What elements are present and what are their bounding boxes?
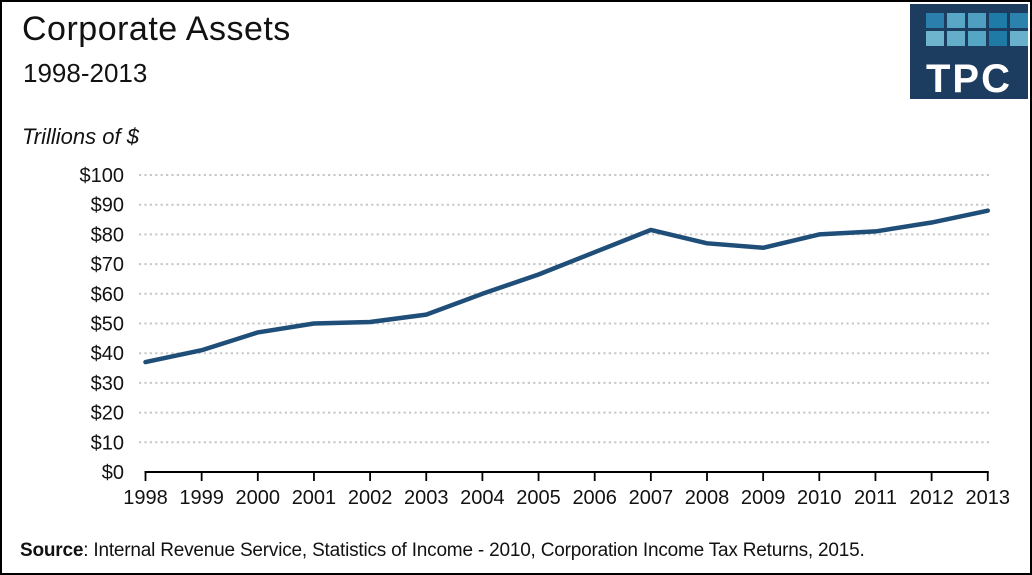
x-axis-label: 2012 [909, 487, 954, 509]
y-axis-label: $50 [91, 314, 124, 336]
logo-square [947, 31, 965, 46]
logo-square-row [926, 13, 1028, 28]
x-axis-label: 2006 [572, 487, 617, 509]
x-axis-label: 2010 [797, 487, 842, 509]
logo-square [1010, 31, 1028, 46]
source-label: Source [20, 540, 84, 561]
y-axis-label: $40 [91, 343, 124, 365]
y-axis-label: $0 [102, 462, 124, 484]
y-axis-label: $80 [91, 224, 124, 246]
y-axis-label: $90 [91, 195, 124, 217]
data-line [143, 208, 990, 365]
logo-square [968, 13, 986, 28]
x-axis-label: 2004 [460, 487, 505, 509]
x-axis-label: 1999 [179, 487, 224, 509]
x-axis-label: 2011 [854, 487, 897, 509]
x-axis-label: 2003 [404, 487, 449, 509]
logo-text: TPC [926, 57, 1012, 101]
logo-square [989, 13, 1007, 28]
y-axis-label: $10 [91, 432, 124, 454]
page-title: Corporate Assets [22, 10, 291, 48]
logo-square [926, 31, 944, 46]
logo-square [968, 31, 986, 46]
x-axis-label: 2013 [966, 487, 1011, 509]
x-axis-label: 2008 [685, 487, 730, 509]
x-axis-label: 2000 [236, 487, 281, 509]
tpc-logo: TPC [910, 4, 1028, 99]
units-label: Trillions of $ [22, 124, 139, 149]
logo-square [926, 13, 944, 28]
y-axis-label: $30 [91, 373, 124, 395]
y-axis-label: $100 [80, 165, 125, 187]
x-axis-label: 2001 [292, 487, 337, 509]
logo-square [947, 13, 965, 28]
logo-square-row [926, 31, 1028, 46]
page-subtitle: 1998-2013 [23, 58, 148, 88]
x-axis-label: 2002 [348, 487, 393, 509]
source-text: : Internal Revenue Service, Statistics o… [83, 540, 865, 561]
y-axis-label: $70 [91, 254, 124, 276]
y-axis-label: $60 [91, 284, 124, 306]
x-axis-label: 2009 [741, 487, 786, 509]
logo-square [1010, 13, 1028, 28]
y-axis-label: $20 [91, 403, 124, 425]
x-axis-label: 2005 [516, 487, 561, 509]
logo-square [989, 31, 1007, 46]
x-axis-label: 2007 [629, 487, 674, 509]
source-line: Source: Internal Revenue Service, Statis… [20, 540, 1020, 562]
logo-squares [926, 13, 1028, 46]
x-axis-label: 1998 [123, 487, 168, 509]
